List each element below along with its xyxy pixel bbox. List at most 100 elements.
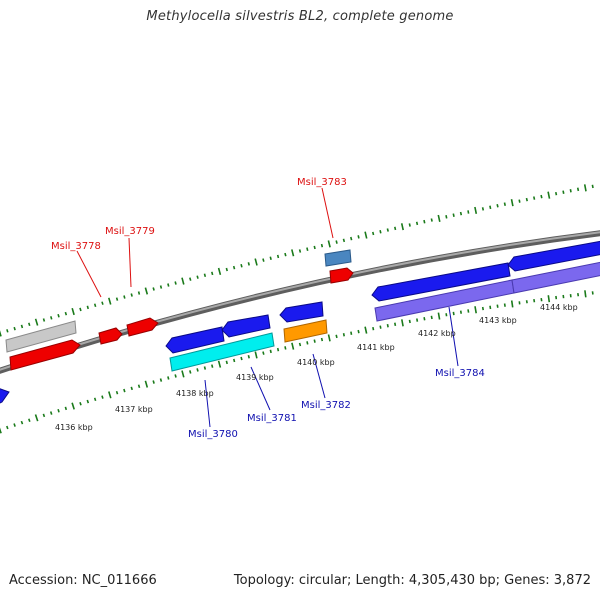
- tick-mark: [555, 191, 558, 196]
- tick-mark: [13, 423, 16, 427]
- tick-mark: [437, 312, 441, 320]
- tick-mark: [203, 273, 207, 277]
- tick-mark: [540, 297, 543, 302]
- tick-mark: [408, 223, 411, 227]
- tick-mark: [496, 304, 499, 308]
- tick-mark: [408, 319, 411, 324]
- tick-mark: [533, 298, 536, 303]
- tick-mark: [28, 322, 31, 327]
- forward-genes: [5, 249, 354, 371]
- tick-mark: [481, 207, 485, 211]
- tick-mark: [459, 211, 463, 216]
- gene-feature-blue[interactable]: [507, 240, 600, 272]
- tick-mark: [284, 346, 287, 350]
- tick-mark: [474, 206, 478, 214]
- tick-mark: [291, 249, 295, 257]
- tick-mark: [115, 390, 119, 395]
- tick-mark: [71, 307, 75, 316]
- tick-mark: [496, 204, 499, 208]
- gene-feature-steel[interactable]: [324, 249, 352, 267]
- tick-mark: [42, 413, 46, 418]
- gene-label-msil-3783[interactable]: Msil_3783: [297, 177, 347, 188]
- tick-mark: [364, 326, 368, 334]
- tick-mark: [510, 300, 514, 308]
- tick-mark: [269, 256, 272, 260]
- tick-mark: [137, 384, 141, 389]
- gene-feature-blue[interactable]: [0, 388, 10, 404]
- tick-mark: [562, 190, 565, 194]
- gene-feature-red[interactable]: [9, 339, 81, 371]
- gene-feature-blue[interactable]: [371, 262, 511, 302]
- kbp-label: 4139 kbp: [236, 373, 274, 382]
- tick-mark: [313, 339, 316, 343]
- tick-mark: [298, 342, 302, 347]
- tick-mark: [298, 249, 302, 253]
- genome-summary-text: Topology: circular; Length: 4,305,430 bp…: [233, 573, 591, 588]
- tick-mark: [350, 331, 353, 335]
- gene-label-msil-3778[interactable]: Msil_3778: [51, 241, 101, 252]
- tick-mark: [386, 228, 389, 232]
- tick-mark: [203, 366, 207, 370]
- gene-label-msil-3780[interactable]: Msil_3780: [188, 429, 238, 440]
- tick-mark: [445, 215, 448, 219]
- tick-mark: [269, 349, 272, 354]
- tick-mark: [101, 395, 104, 399]
- tick-mark: [42, 318, 46, 322]
- tick-mark: [34, 318, 39, 326]
- kbp-label: 4142 kbp: [418, 329, 456, 338]
- gene-label-msil-3781[interactable]: Msil_3781: [247, 413, 297, 424]
- tick-mark: [400, 223, 404, 231]
- gene-feature-gray[interactable]: [5, 320, 77, 353]
- kbp-label: 4138 kbp: [176, 389, 214, 398]
- tick-mark: [247, 355, 250, 359]
- tick-tracks: [0, 184, 594, 434]
- gene-label-msil-3784[interactable]: Msil_3784: [435, 368, 485, 379]
- gene-feature-blue[interactable]: [165, 326, 225, 354]
- tick-mark: [211, 364, 214, 368]
- tick-mark: [445, 313, 448, 317]
- tick-mark: [28, 418, 31, 422]
- tick-mark: [57, 408, 60, 413]
- tick-mark: [123, 295, 126, 299]
- tick-mark: [467, 309, 470, 313]
- tick-mark: [254, 258, 258, 266]
- tick-mark: [525, 300, 528, 304]
- kbp-label: 4137 kbp: [115, 405, 153, 414]
- tick-mark: [50, 316, 53, 320]
- reverse-genes: [0, 240, 600, 404]
- tick-mark: [342, 333, 345, 337]
- tick-mark: [217, 267, 222, 276]
- tick-mark: [291, 342, 295, 350]
- tick-mark: [335, 240, 338, 244]
- tick-mark: [130, 293, 133, 297]
- tick-mark: [262, 258, 265, 262]
- tick-mark: [71, 402, 75, 410]
- tick-mark: [6, 329, 9, 333]
- gene-label-msil-3782[interactable]: Msil_3782: [301, 400, 351, 411]
- gene-feature-blue[interactable]: [279, 301, 324, 323]
- gene-feature-purple[interactable]: [511, 261, 600, 294]
- tick-mark: [489, 205, 492, 210]
- gene-feature-orange[interactable]: [283, 319, 328, 343]
- gene-feature-blue[interactable]: [221, 314, 271, 338]
- tick-mark: [401, 319, 404, 327]
- gene-feature-red[interactable]: [329, 267, 354, 284]
- tick-mark: [503, 303, 506, 307]
- tick-mark: [167, 376, 170, 380]
- tick-mark: [577, 292, 580, 297]
- tick-mark: [0, 330, 2, 337]
- tick-mark: [115, 297, 119, 301]
- gene-label-msil-3779[interactable]: Msil_3779: [105, 226, 155, 237]
- tick-mark: [327, 240, 331, 248]
- callout-lines: [76, 187, 459, 428]
- gene-feature-red[interactable]: [98, 327, 123, 345]
- tick-mark: [576, 187, 580, 192]
- gene-feature-red[interactable]: [126, 317, 159, 337]
- gene-feature-cyan[interactable]: [169, 332, 275, 372]
- tick-mark: [503, 202, 506, 206]
- tick-mark: [93, 303, 97, 308]
- tick-mark: [364, 231, 368, 239]
- tick-mark: [101, 301, 104, 305]
- tick-mark: [144, 287, 149, 295]
